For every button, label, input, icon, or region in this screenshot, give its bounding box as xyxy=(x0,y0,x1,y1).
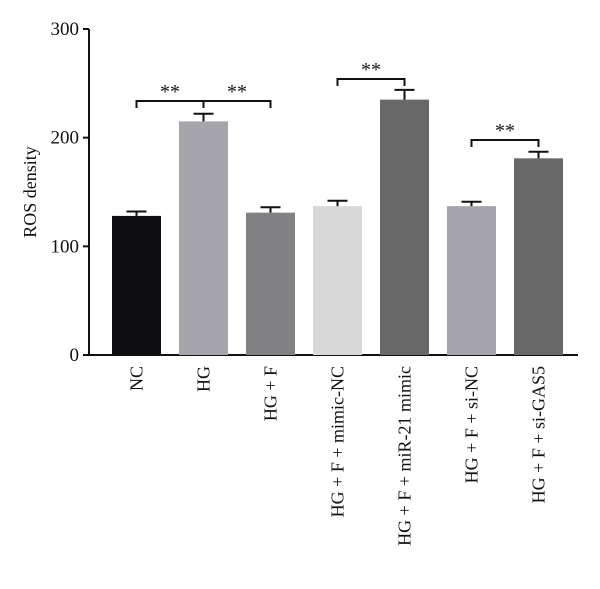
significance-label: ** xyxy=(227,81,247,103)
significance-label: ** xyxy=(495,120,515,142)
bar xyxy=(112,215,161,355)
axes: 0 100 200 300 xyxy=(51,19,578,366)
category-label: HG xyxy=(194,366,214,392)
bars xyxy=(112,88,563,355)
significance-label: ** xyxy=(361,59,381,81)
category-label: HG + F + miR-21 mimic xyxy=(395,366,415,546)
category-label: HG + F + si-GAS5 xyxy=(529,366,549,503)
significance-label: ** xyxy=(160,81,180,103)
bar xyxy=(313,206,362,355)
category-label: HG + F + si-NC xyxy=(462,366,482,483)
bar xyxy=(447,206,496,355)
significance-bracket xyxy=(336,78,406,86)
y-tick-label: 300 xyxy=(51,19,80,40)
category-label: HG + F + mimic-NC xyxy=(328,366,348,517)
significance-bracket xyxy=(470,139,540,147)
category-label: HG + F xyxy=(261,366,281,421)
y-tick-label: 0 xyxy=(70,345,80,366)
bar xyxy=(179,121,228,355)
category-label: NC xyxy=(127,366,147,391)
y-tick-label: 100 xyxy=(51,236,80,257)
bar xyxy=(246,212,295,355)
category-labels: NC HG HG + F HG + F + mimic-NC HG + F + miR-… xyxy=(127,366,549,546)
bar xyxy=(380,99,429,355)
y-axis-title: ROS density xyxy=(20,146,40,238)
bar xyxy=(514,158,563,355)
y-tick-label: 200 xyxy=(51,128,80,149)
significance-bracket xyxy=(202,100,272,108)
significance-brackets: ** ** ** ** xyxy=(135,59,540,147)
